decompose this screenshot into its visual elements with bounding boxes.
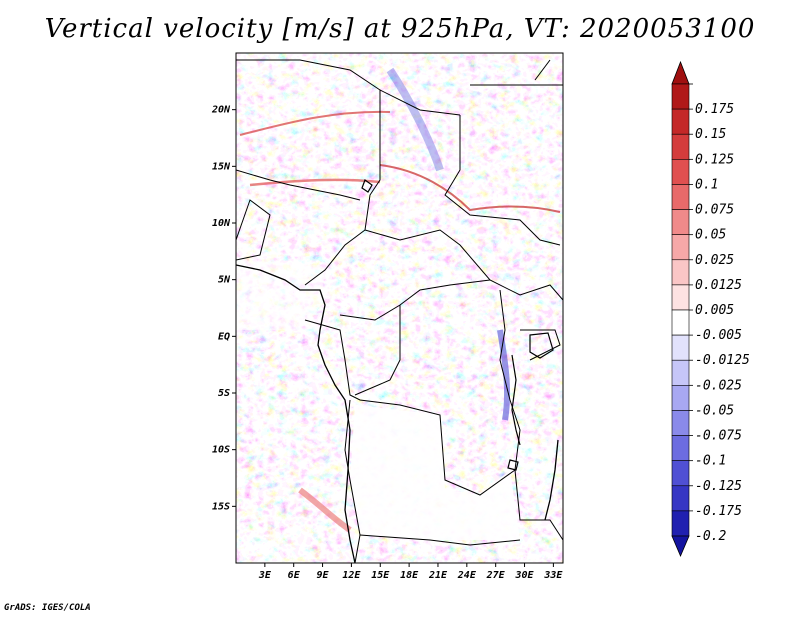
colorbar-swatch [671, 435, 690, 461]
lat-tick-label: 10N [212, 218, 231, 229]
colorbar-swatch [671, 359, 690, 386]
colorbar-swatch [671, 410, 690, 436]
colorbar-top-cap [671, 60, 690, 85]
colorbar-label: -0.0125 [695, 353, 750, 368]
colorbar-label: -0.2 [695, 529, 726, 544]
colorbar-swatch [671, 385, 690, 411]
colorbar-swatch [671, 309, 690, 336]
lat-tick-label: 10S [212, 445, 230, 456]
lon-tick-label: 33E [543, 570, 563, 581]
colorbar-label: 0.1 [695, 177, 718, 192]
lon-tick-label: 6E [288, 570, 301, 581]
lat-tick-label: 15S [212, 501, 230, 512]
colorbar-swatch [671, 184, 690, 210]
colorbar-swatch [671, 485, 690, 512]
lakes [361, 179, 554, 471]
colorbar-label: -0.1 [695, 454, 726, 469]
colorbar-swatch [671, 259, 690, 286]
map-title: Vertical velocity [m/s] at 925hPa, VT: 2… [44, 14, 756, 44]
lat-tick-label: 20N [211, 105, 231, 116]
colorbar: 0.175 0.15 0.125 0.1 0.075 0.05 0.025 0.0125 0.0… [671, 60, 750, 558]
colorbar-swatch [671, 159, 690, 185]
colorbar-label: 0.175 [695, 102, 734, 117]
colorbar-label: -0.025 [695, 378, 742, 393]
colorbar-label: 0.05 [695, 228, 726, 243]
colorbar-label: 0.005 [695, 303, 734, 318]
lon-tick-label: 18E [400, 570, 419, 581]
lon-tick-label: 9E [317, 570, 330, 581]
colorbar-label: -0.125 [695, 479, 742, 494]
lat-tick-label: 5S [218, 388, 230, 399]
lon-tick-label: 12E [342, 570, 361, 581]
colorbar-label: -0.005 [695, 328, 742, 343]
colorbar-label: -0.175 [695, 504, 742, 519]
colorbar-label: 0.0125 [695, 278, 742, 293]
lon-tick-label: 21E [428, 570, 448, 581]
map-frame [235, 52, 564, 564]
colorbar-swatch [671, 334, 690, 361]
colorbar-swatch [671, 234, 690, 261]
colorbar-label: 0.15 [695, 127, 726, 142]
colorbar-swatch [671, 460, 690, 487]
colorbar-swatch [671, 108, 690, 135]
lat-tick-label: 5N [218, 275, 231, 286]
colorbar-label: -0.05 [695, 403, 734, 418]
colorbar-swatch [671, 83, 690, 110]
lon-tick-label: 27E [486, 570, 506, 581]
lon-tick-label: 24E [457, 570, 477, 581]
colorbar-bottom-cap [671, 535, 690, 558]
lat-tick-label: 15N [212, 161, 231, 172]
lon-tick-label: 30E [514, 570, 534, 581]
colorbar-label: 0.125 [695, 152, 734, 167]
colorbar-swatch [671, 133, 690, 160]
lon-tick-label: 3E [258, 570, 272, 581]
coastline [236, 264, 559, 563]
colorbar-label: 0.025 [695, 253, 734, 268]
latitude-axis: 20N 15N 10N 5N EQ 5S 10S 15S [211, 105, 236, 512]
longitude-axis: 3E 6E 9E 12E 15E 18E 21E 24E 27E 30E 33E [258, 563, 563, 581]
lon-tick-label: 15E [371, 570, 390, 581]
colorbar-label: 0.075 [695, 203, 734, 218]
lat-tick-label: EQ [218, 331, 230, 342]
colorbar-swatch [671, 284, 690, 311]
country-borders [236, 59, 563, 563]
colorbar-label: -0.075 [695, 429, 742, 444]
colorbar-swatch [671, 510, 690, 537]
grads-credit: GrADS: IGES/COLA [4, 603, 91, 613]
colorbar-swatch [671, 209, 690, 235]
